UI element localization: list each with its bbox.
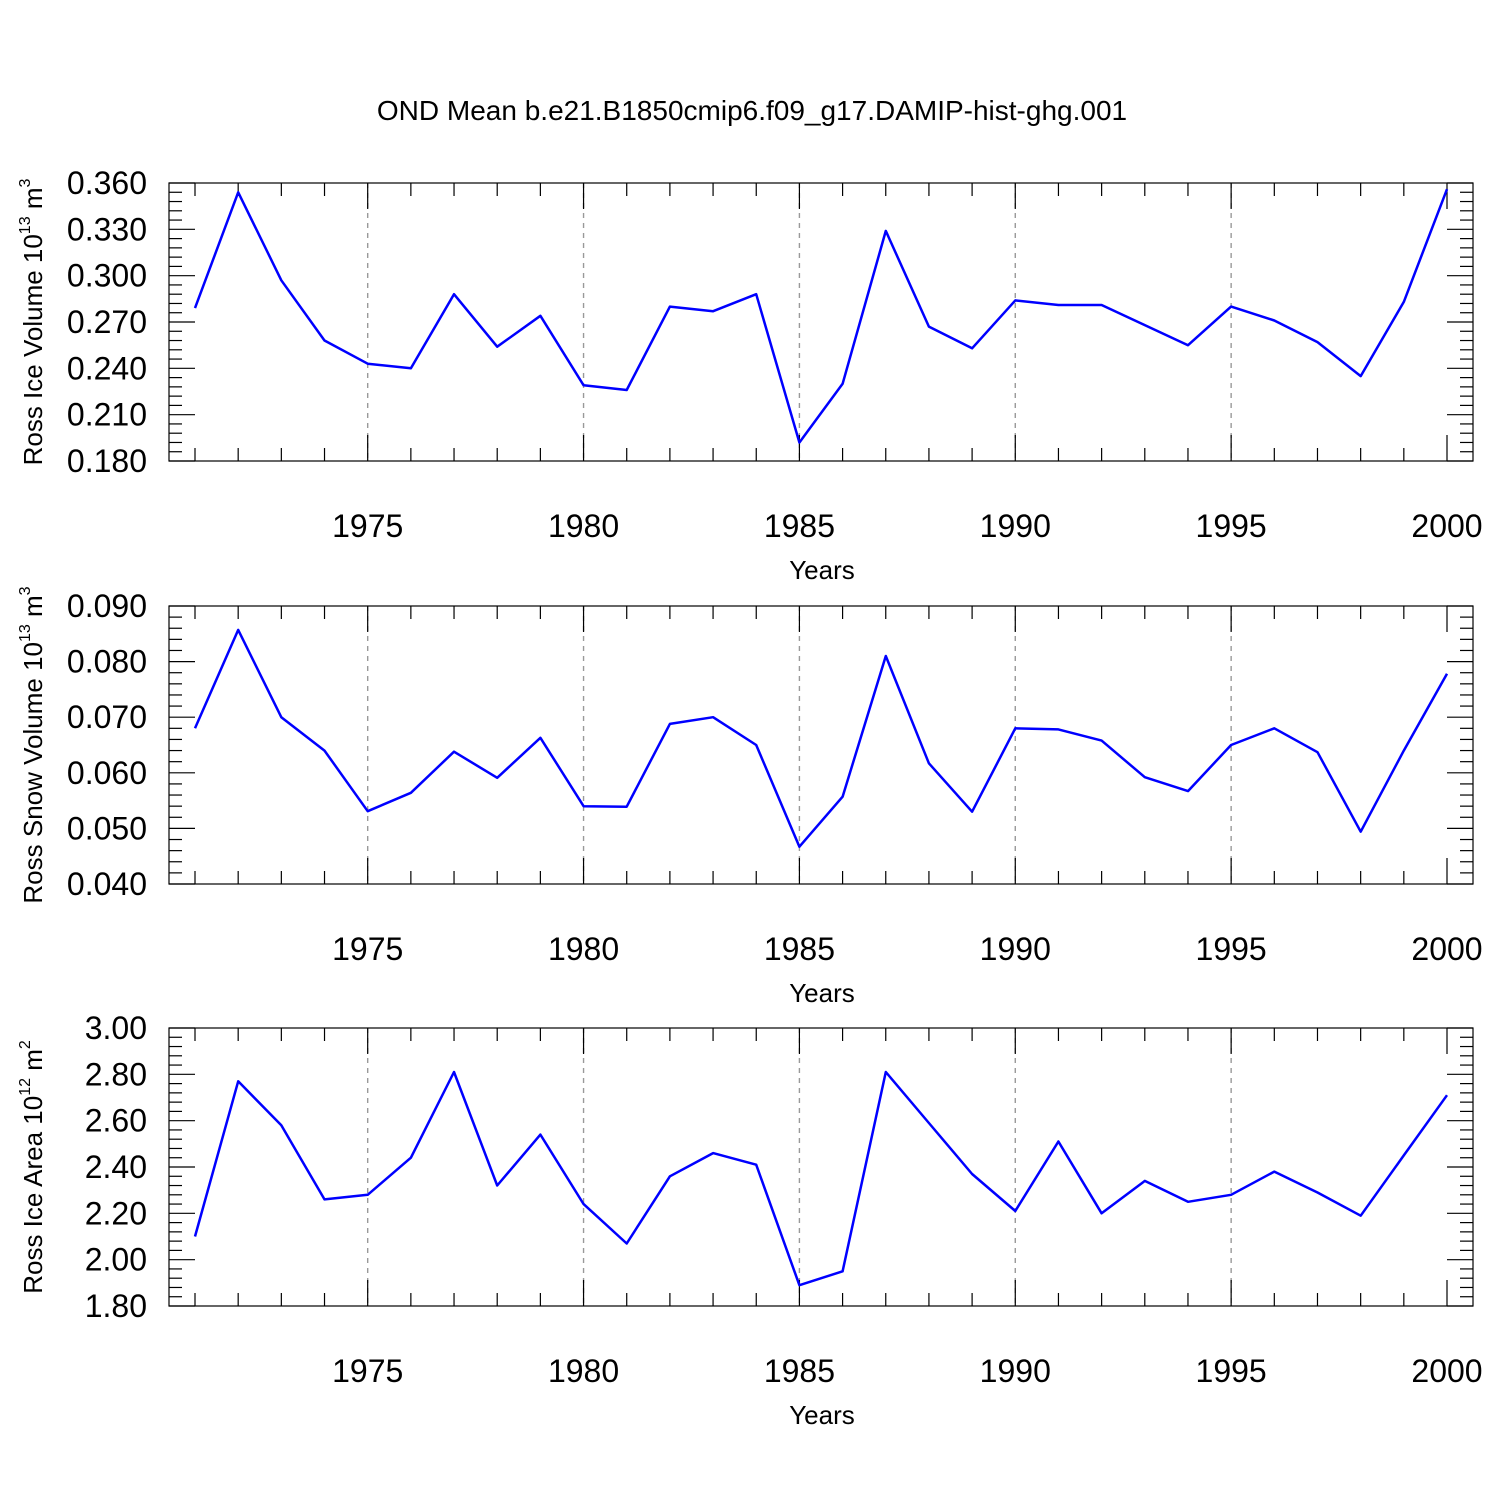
y-tick-label: 0.180 (67, 443, 147, 479)
x-tick-label: 1990 (980, 1353, 1051, 1389)
x-tick-label: 1980 (548, 508, 619, 544)
y-tick-label: 0.060 (67, 755, 147, 791)
y-tick-label: 0.300 (67, 258, 147, 294)
x-tick-label: 1995 (1196, 1353, 1267, 1389)
x-tick-label: 1975 (332, 1353, 403, 1389)
y-tick-label: 0.330 (67, 211, 147, 247)
plot-frame (168, 1027, 1474, 1307)
x-axis-label: Years (789, 1400, 855, 1430)
x-tick-label: 1990 (980, 508, 1051, 544)
y-axis-label: Ross Snow Volume 1013 m3 (17, 586, 48, 903)
y-tick-label: 0.050 (67, 810, 147, 846)
x-tick-label: 1985 (764, 1353, 835, 1389)
x-tick-label: 2000 (1411, 931, 1482, 967)
y-tick-label: 0.080 (67, 644, 147, 680)
y-tick-label: 2.20 (85, 1195, 147, 1231)
y-axis-label: Ross Ice Volume 1013 m3 (17, 178, 48, 465)
y-tick-label: 0.270 (67, 304, 147, 340)
x-tick-label: 2000 (1411, 508, 1482, 544)
y-tick-label: 0.210 (67, 397, 147, 433)
figure-title: OND Mean b.e21.B1850cmip6.f09_g17.DAMIP-… (377, 95, 1127, 126)
x-axis-label: Years (789, 978, 855, 1008)
panel-2: 0.040 0.050 0.060 0.070 0.080 0.090 1975 1980 19… (17, 586, 1483, 1008)
x-tick-label: 1980 (548, 931, 619, 967)
y-tick-label: 0.090 (67, 588, 147, 624)
x-axis-label: Years (789, 555, 855, 585)
panel-1: 0.180 0.210 0.240 0.270 0.300 0.330 0.360 1975 1… (17, 165, 1483, 585)
plot-frame (168, 605, 1474, 885)
panel-3: 1.80 2.00 2.20 2.40 2.60 2.80 3.00 1975 1980 1985… (17, 1010, 1483, 1430)
x-tick-label: 1990 (980, 931, 1051, 967)
x-tick-label: 1995 (1196, 508, 1267, 544)
x-tick-label: 1985 (764, 508, 835, 544)
series-line (193, 628, 1449, 848)
y-tick-label: 0.240 (67, 350, 147, 386)
y-tick-label: 0.070 (67, 699, 147, 735)
series-line (193, 188, 1449, 444)
series-line (193, 1070, 1449, 1287)
x-tick-label: 1975 (332, 931, 403, 967)
y-tick-label: 2.80 (85, 1056, 147, 1092)
y-tick-label: 0.040 (67, 866, 147, 902)
y-tick-label: 1.80 (85, 1288, 147, 1324)
x-tick-label: 1995 (1196, 931, 1267, 967)
y-tick-label: 2.60 (85, 1103, 147, 1139)
y-tick-label: 0.360 (67, 165, 147, 201)
x-tick-label: 1975 (332, 508, 403, 544)
x-tick-label: 1985 (764, 931, 835, 967)
x-tick-label: 1980 (548, 1353, 619, 1389)
y-tick-label: 2.00 (85, 1242, 147, 1278)
y-tick-label: 3.00 (85, 1010, 147, 1046)
y-tick-label: 2.40 (85, 1149, 147, 1185)
y-axis-label: Ross Ice Area 1012 m2 (17, 1040, 48, 1294)
x-tick-label: 2000 (1411, 1353, 1482, 1389)
